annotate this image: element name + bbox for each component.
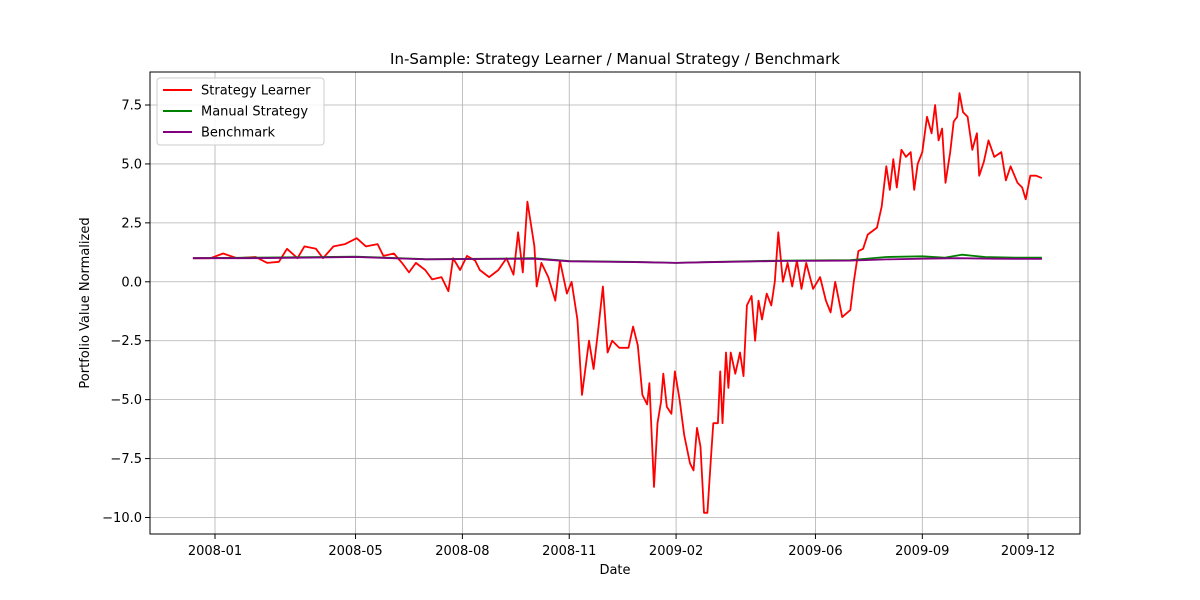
x-tick-label: 2008-05 (328, 544, 382, 559)
legend-label-benchmark: Benchmark (201, 126, 276, 141)
x-tick-label: 2009-02 (649, 544, 703, 559)
series-line-strategy-learner (192, 92, 1043, 514)
y-tick-label: −5.0 (110, 393, 142, 408)
legend: Strategy Learner Manual Strategy Benchmark (156, 77, 325, 146)
legend-label-manual-strategy: Manual Strategy (201, 105, 308, 120)
y-tick-label: 2.5 (121, 216, 142, 231)
x-tick-label: 2009-06 (788, 544, 842, 559)
x-tick-label: 2009-12 (1001, 544, 1055, 559)
chart-title: In-Sample: Strategy Learner / Manual Str… (390, 50, 840, 68)
y-axis-ticks: 7.5 5.0 2.5 0.0 −2.5 −5.0 −7.5 −10.0 (102, 99, 150, 526)
x-tick-label: 2008-01 (188, 544, 242, 559)
x-tick-label: 2009-09 (895, 544, 949, 559)
y-tick-label: 5.0 (121, 157, 142, 172)
y-tick-label: 0.0 (121, 275, 142, 290)
plot-area-frame (149, 71, 1081, 535)
y-tick-label: −2.5 (110, 334, 142, 349)
x-axis-label: Date (599, 563, 630, 578)
series-lines (192, 92, 1043, 514)
legend-box (156, 77, 325, 146)
y-axis-label: Portfolio Value Normalized (78, 217, 93, 388)
x-tick-label: 2008-11 (542, 544, 596, 559)
y-tick-label: −10.0 (102, 511, 142, 526)
x-axis-ticks: 2008-01 2008-05 2008-08 2008-11 2009-02 2009-… (188, 534, 1055, 559)
y-tick-label: −7.5 (110, 452, 142, 467)
series-line-benchmark (192, 256, 1042, 264)
x-tick-label: 2008-08 (435, 544, 489, 559)
legend-label-strategy-learner: Strategy Learner (201, 84, 311, 99)
y-tick-label: 7.5 (121, 99, 142, 114)
